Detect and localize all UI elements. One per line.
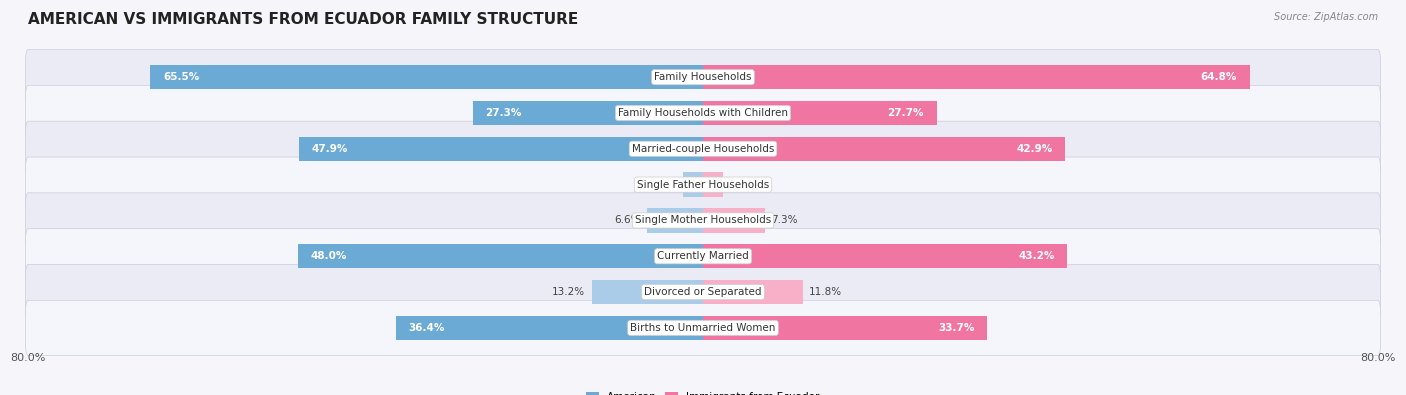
Text: Married-couple Households: Married-couple Households — [631, 144, 775, 154]
Text: 2.4%: 2.4% — [650, 180, 676, 190]
Bar — [472, 101, 703, 125]
Bar — [703, 208, 765, 233]
FancyBboxPatch shape — [25, 85, 1381, 141]
Text: 2.4%: 2.4% — [730, 180, 756, 190]
Bar — [592, 280, 703, 304]
Text: 43.2%: 43.2% — [1018, 251, 1054, 261]
FancyBboxPatch shape — [25, 193, 1381, 248]
Bar — [703, 173, 723, 197]
Bar — [703, 137, 1064, 161]
Bar — [703, 65, 1250, 89]
Bar — [703, 280, 803, 304]
Text: 47.9%: 47.9% — [312, 144, 347, 154]
FancyBboxPatch shape — [25, 157, 1381, 212]
Text: Source: ZipAtlas.com: Source: ZipAtlas.com — [1274, 12, 1378, 22]
Text: Currently Married: Currently Married — [657, 251, 749, 261]
Text: 13.2%: 13.2% — [551, 287, 585, 297]
Bar — [299, 137, 703, 161]
Text: 65.5%: 65.5% — [163, 72, 200, 82]
Text: Divorced or Separated: Divorced or Separated — [644, 287, 762, 297]
Bar — [703, 101, 936, 125]
Text: AMERICAN VS IMMIGRANTS FROM ECUADOR FAMILY STRUCTURE: AMERICAN VS IMMIGRANTS FROM ECUADOR FAMI… — [28, 12, 578, 27]
Bar — [683, 173, 703, 197]
Text: 64.8%: 64.8% — [1201, 72, 1237, 82]
Text: 42.9%: 42.9% — [1017, 144, 1052, 154]
Text: 36.4%: 36.4% — [409, 323, 444, 333]
FancyBboxPatch shape — [25, 50, 1381, 105]
Bar — [298, 244, 703, 269]
Bar — [647, 208, 703, 233]
Text: Births to Unmarried Women: Births to Unmarried Women — [630, 323, 776, 333]
Text: 6.6%: 6.6% — [614, 215, 641, 226]
Text: 27.3%: 27.3% — [485, 108, 522, 118]
Text: 33.7%: 33.7% — [938, 323, 974, 333]
FancyBboxPatch shape — [25, 121, 1381, 177]
FancyBboxPatch shape — [25, 265, 1381, 320]
Bar — [703, 244, 1067, 269]
Text: Family Households with Children: Family Households with Children — [619, 108, 787, 118]
Bar — [150, 65, 703, 89]
FancyBboxPatch shape — [25, 300, 1381, 356]
Text: Single Father Households: Single Father Households — [637, 180, 769, 190]
Text: 48.0%: 48.0% — [311, 251, 347, 261]
Text: 7.3%: 7.3% — [772, 215, 797, 226]
Bar — [396, 316, 703, 340]
Bar — [703, 316, 987, 340]
Text: 11.8%: 11.8% — [810, 287, 842, 297]
Text: 27.7%: 27.7% — [887, 108, 924, 118]
Text: Family Households: Family Households — [654, 72, 752, 82]
Text: Single Mother Households: Single Mother Households — [636, 215, 770, 226]
Legend: American, Immigrants from Ecuador: American, Immigrants from Ecuador — [582, 387, 824, 395]
FancyBboxPatch shape — [25, 229, 1381, 284]
